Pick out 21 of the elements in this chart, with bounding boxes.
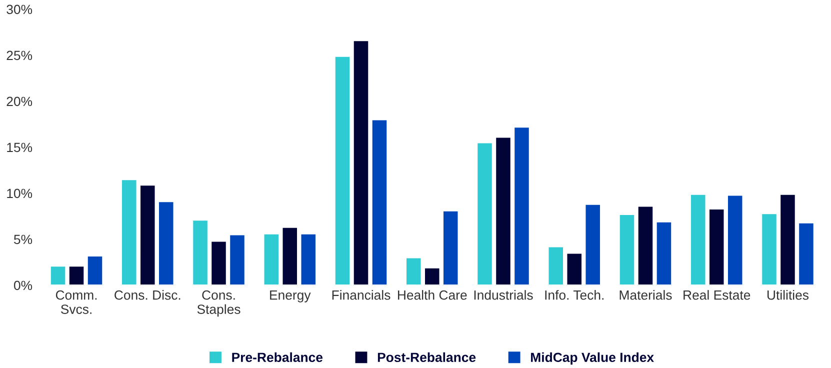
x-tick-label: Cons. Disc. (114, 290, 180, 300)
x-tick-label: Energy (270, 290, 311, 302)
x-tick-label: Real Estate (684, 290, 750, 300)
x-tick-label: Info. Tech. (545, 290, 604, 300)
x-tick-label: Comm. Svcs. (56, 290, 97, 314)
x-tick-label: Materials (620, 290, 672, 300)
y-tick-label: 20% (6, 96, 32, 106)
y-tick-label: 25% (6, 50, 32, 60)
legend-label: Post-Rebalance (378, 352, 476, 362)
y-tick-label: 5% (14, 234, 32, 244)
x-tick-label: Industrials (474, 290, 533, 300)
x-tick-label: Health Care (398, 290, 467, 300)
x-tick-label: Cons. Staples (197, 290, 240, 317)
x-tick-label: Financials (332, 290, 390, 300)
y-tick-label: 15% (7, 142, 32, 152)
y-tick-label: 30% (6, 4, 32, 14)
y-tick-label: 10% (7, 188, 32, 198)
legend-label: Pre-Rebalance (232, 352, 323, 362)
y-tick-label: 0% (14, 280, 32, 290)
x-tick-label: Utilities (767, 290, 809, 300)
legend-label: MidCap Value Index (531, 352, 654, 365)
